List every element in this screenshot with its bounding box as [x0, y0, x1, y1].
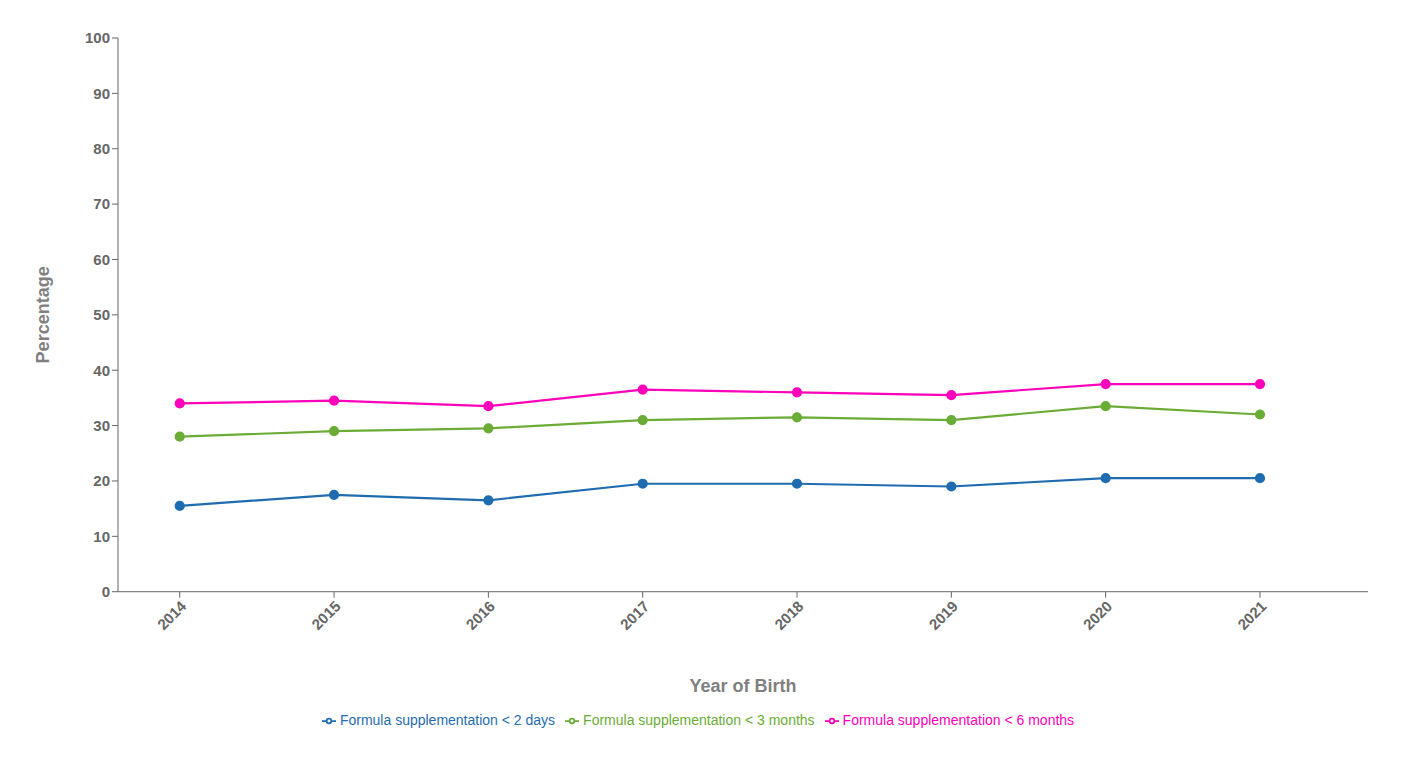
svg-text:2020: 2020 [1080, 597, 1116, 633]
svg-text:50: 50 [93, 306, 110, 323]
svg-text:2015: 2015 [308, 597, 344, 633]
svg-text:2019: 2019 [925, 597, 961, 633]
html-text:Formula supplementation < 6 mo: Formula supplementation < 6 months [842, 711, 1075, 728]
html-text:Formula supplementation < 3 mo: Formula supplementation < 3 months [583, 711, 815, 728]
svg-text:90: 90 [93, 85, 110, 102]
svg-text:30: 30 [93, 417, 110, 434]
svg-text:20: 20 [93, 472, 110, 489]
svg-text:Year of Birth: Year of Birth [689, 676, 796, 696]
svg-text:Percentage: Percentage [33, 266, 53, 363]
html-text:Formula supplementation < 2 da: Formula supplementation < 2 days [339, 711, 556, 728]
svg-text:10: 10 [93, 528, 110, 545]
svg-text:60: 60 [93, 251, 110, 268]
svg-text:100: 100 [85, 29, 110, 46]
svg-text:80: 80 [93, 140, 110, 157]
svg-text:0: 0 [102, 583, 110, 600]
svg-text:2017: 2017 [617, 597, 653, 633]
svg-text:2014: 2014 [154, 597, 190, 633]
svg-text:2018: 2018 [771, 597, 807, 633]
svg-text:40: 40 [93, 362, 110, 379]
svg-text:2021: 2021 [1234, 597, 1270, 633]
svg-text:70: 70 [93, 195, 110, 212]
svg-text:2016: 2016 [462, 597, 498, 633]
